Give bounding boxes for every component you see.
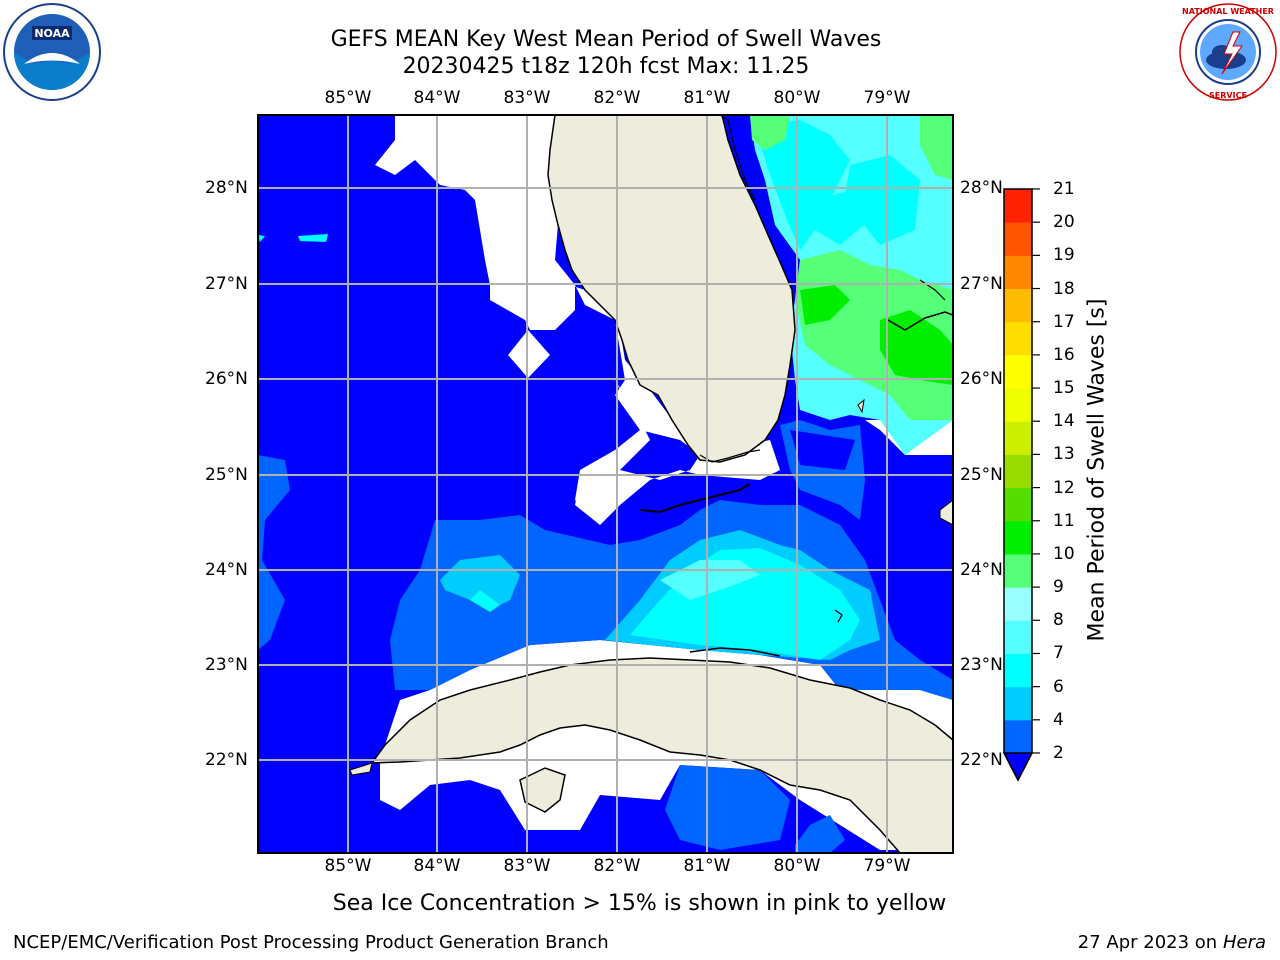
colorbar-segment bbox=[1004, 587, 1032, 621]
colorbar-segment bbox=[1004, 520, 1032, 555]
lon-label-bottom-79w: 79°W bbox=[863, 856, 911, 876]
colorbar-tick-label: 6 bbox=[1053, 676, 1064, 697]
lat-label-left-28n: 28°N bbox=[205, 178, 248, 198]
colorbar-tick-label: 20 bbox=[1053, 212, 1075, 233]
colorbar-segment bbox=[1004, 189, 1032, 223]
lat-label-left-24n: 24°N bbox=[205, 560, 248, 580]
lat-label-left-26n: 26°N bbox=[205, 369, 248, 389]
colorbar-tick-label: 10 bbox=[1053, 543, 1075, 564]
footer-date-text: 27 Apr 2023 on bbox=[1077, 932, 1218, 953]
lat-label-right-24n: 24°N bbox=[960, 560, 1003, 580]
colorbar-tick-label: 14 bbox=[1053, 411, 1075, 432]
lat-label-left-25n: 25°N bbox=[205, 465, 248, 485]
map-gridlines bbox=[258, 115, 953, 853]
cuba-land bbox=[370, 657, 953, 853]
lon-label-bottom-80w: 80°W bbox=[773, 856, 821, 876]
colorbar-tick-label: 15 bbox=[1053, 378, 1075, 399]
lat-label-right-25n: 25°N bbox=[960, 465, 1003, 485]
colorbar-tick-label: 13 bbox=[1053, 444, 1075, 465]
nws-logo-icon: NATIONAL WEATHER SERVICE bbox=[1179, 3, 1277, 101]
colorbar-segment bbox=[1004, 454, 1032, 489]
map-area bbox=[258, 115, 953, 853]
colorbar-tick-label: 19 bbox=[1053, 245, 1075, 266]
colorbar-segment bbox=[1004, 255, 1032, 290]
colorbar bbox=[1002, 188, 1040, 782]
lon-label-bottom-81w: 81°W bbox=[683, 856, 731, 876]
lat-label-left-23n: 23°N bbox=[205, 655, 248, 675]
colorbar-frame bbox=[1003, 188, 1033, 782]
colorbar-tick-label: 12 bbox=[1053, 477, 1075, 498]
colorbar-segment bbox=[1004, 653, 1032, 688]
lon-label-bottom-83w: 83°W bbox=[503, 856, 551, 876]
lat-label-right-22n: 22°N bbox=[960, 750, 1003, 770]
colorbar-segment bbox=[1004, 719, 1032, 754]
colorbar-tick-label: 7 bbox=[1053, 643, 1064, 664]
lon-label-top-82w: 82°W bbox=[593, 88, 641, 108]
noaa-logo-text: NOAA bbox=[34, 27, 70, 40]
lon-label-top-83w: 83°W bbox=[503, 88, 551, 108]
lat-label-right-27n: 27°N bbox=[960, 274, 1003, 294]
lon-label-top-85w: 85°W bbox=[324, 88, 372, 108]
colorbar-tick-label: 2 bbox=[1053, 743, 1064, 763]
colorbar-tick-label: 18 bbox=[1053, 278, 1075, 299]
lat-label-right-26n: 26°N bbox=[960, 369, 1003, 389]
lon-label-bottom-82w: 82°W bbox=[593, 856, 641, 876]
lat-label-left-27n: 27°N bbox=[205, 274, 248, 294]
lon-label-top-80w: 80°W bbox=[773, 88, 821, 108]
lon-label-bottom-84w: 84°W bbox=[413, 856, 461, 876]
lat-label-right-28n: 28°N bbox=[960, 178, 1003, 198]
lon-label-top-79w: 79°W bbox=[863, 88, 911, 108]
colorbar-tick-label: 4 bbox=[1053, 709, 1064, 730]
florida-keys bbox=[639, 483, 751, 514]
svg-text:SERVICE: SERVICE bbox=[1209, 91, 1247, 100]
colorbar-tick-label: 8 bbox=[1053, 610, 1064, 631]
colorbar-tick-label: 9 bbox=[1053, 577, 1064, 598]
lon-label-top-84w: 84°W bbox=[413, 88, 461, 108]
chart-title-line1: GEFS MEAN Key West Mean Period of Swell … bbox=[330, 27, 882, 52]
florida-land bbox=[547, 115, 796, 463]
sea-ice-note: Sea Ice Concentration > 15% is shown in … bbox=[332, 891, 947, 916]
map-frame bbox=[257, 114, 954, 854]
colorbar-segment bbox=[1004, 620, 1032, 654]
lon-label-top-81w: 81°W bbox=[683, 88, 731, 108]
colorbar-segment bbox=[1004, 288, 1032, 323]
colorbar-segment bbox=[1004, 354, 1032, 389]
colorbar-label: Mean Period of Swell Waves [s] bbox=[1084, 298, 1110, 642]
isla-de-la-juventud bbox=[519, 767, 566, 813]
colorbar-segment bbox=[1004, 487, 1032, 522]
lat-label-right-23n: 23°N bbox=[960, 655, 1003, 675]
noaa-logo-icon: NOAA bbox=[3, 3, 101, 101]
lon-label-bottom-85w: 85°W bbox=[324, 856, 372, 876]
colorbar-segment bbox=[1004, 321, 1032, 356]
footer-credit: NCEP/EMC/Verification Post Processing Pr… bbox=[13, 932, 609, 953]
footer-host: Hera bbox=[1222, 932, 1266, 953]
colorbar-tick-label: 21 bbox=[1053, 179, 1075, 199]
colorbar-segment bbox=[1004, 421, 1032, 455]
colorbar-segment bbox=[1004, 686, 1032, 721]
colorbar-segment bbox=[1004, 222, 1032, 256]
chart-title-line2: 20230425 t18z 120h fcst Max: 11.25 bbox=[402, 54, 810, 79]
colorbar-tick-label: 16 bbox=[1053, 344, 1075, 365]
svg-text:NATIONAL WEATHER: NATIONAL WEATHER bbox=[1182, 7, 1274, 16]
colorbar-tick-label: 17 bbox=[1053, 311, 1075, 332]
lat-label-left-22n: 22°N bbox=[205, 750, 248, 770]
colorbar-under-arrow bbox=[1002, 752, 1034, 782]
bahamas bbox=[887, 311, 953, 331]
colorbar-segment bbox=[1004, 553, 1032, 588]
footer-date: 27 Apr 2023 on Hera bbox=[1078, 932, 1266, 953]
colorbar-tick-label: 11 bbox=[1053, 510, 1075, 531]
colorbar-segment bbox=[1004, 388, 1032, 422]
